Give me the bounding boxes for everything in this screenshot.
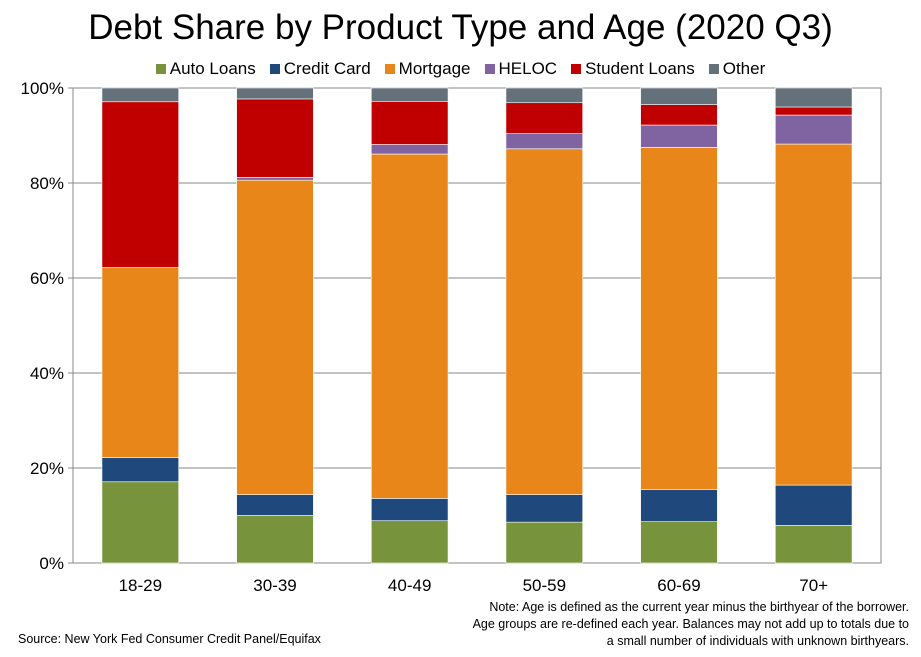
bar-segment-credit-card — [236, 494, 314, 516]
bar-segment-mortgage — [640, 147, 718, 490]
bar-segment-auto-loans — [774, 525, 853, 564]
legend-label: Auto Loans — [169, 59, 256, 78]
x-tick-label: 30-39 — [253, 576, 296, 595]
footnote: Note: Age is defined as the current year… — [472, 600, 909, 648]
bar-segment-mortgage — [505, 148, 584, 495]
y-tick-label: 40% — [30, 364, 64, 383]
stacked-bar-chart: 0% 20% 40% 60% 80% 100% 18-29 30-39 40-49 50-59 60… — [21, 79, 882, 595]
bar-segment-credit-card — [505, 494, 584, 523]
legend-item: Mortgage — [384, 59, 471, 79]
bar-segment-heloc — [370, 144, 449, 155]
bar-segment-auto-loans — [505, 521, 584, 564]
legend-label: Credit Card — [283, 59, 371, 78]
bar-segment-heloc — [505, 133, 584, 150]
legend-item: HELOC — [484, 59, 558, 79]
legend-item: Auto Loans — [155, 59, 256, 79]
bar-segment-mortgage — [774, 143, 853, 486]
x-tick-label: 60-69 — [657, 576, 700, 595]
bar-segment-other — [640, 87, 718, 105]
legend-swatch — [384, 64, 395, 74]
bar-segment-student-loans — [640, 104, 718, 126]
bar-segment-other — [236, 87, 314, 100]
legend-label: HELOC — [498, 59, 558, 78]
bar-segment-student-loans — [505, 102, 584, 134]
bar-segment-credit-card — [370, 498, 449, 522]
chart-title: Debt Share by Product Type and Age (2020… — [88, 8, 833, 47]
legend-label: Student Loans — [585, 59, 695, 78]
bar-segment-auto-loans — [101, 481, 180, 564]
bar-segment-auto-loans — [370, 520, 449, 564]
bar-segment-auto-loans — [640, 521, 718, 564]
bar-segment-student-loans — [370, 101, 449, 145]
bar-segment-other — [774, 87, 853, 108]
x-tick-label: 40-49 — [388, 576, 431, 595]
x-tick-label: 50-59 — [523, 576, 566, 595]
legend-label: Other — [722, 59, 766, 78]
bar-segment-other — [370, 87, 449, 102]
legend-swatch — [708, 64, 719, 74]
x-tick-label: 18-29 — [119, 576, 162, 595]
legend-item: Student Loans — [571, 59, 695, 79]
bar-segment-other — [505, 87, 584, 104]
bar-segment-mortgage — [101, 267, 180, 458]
bar-segment-heloc — [640, 124, 718, 148]
bar-segment-credit-card — [101, 457, 180, 483]
plot-area — [72, 87, 882, 564]
bar-segment-other — [101, 87, 180, 103]
y-tick-label: 60% — [30, 269, 64, 288]
bar-segment-mortgage — [370, 153, 449, 499]
legend-item: Credit Card — [269, 59, 371, 79]
bar-segment-credit-card — [640, 489, 718, 522]
bar-segment-heloc — [774, 114, 853, 145]
bar-segment-heloc — [236, 177, 314, 181]
bar-segment-student-loans — [101, 101, 180, 268]
bar-segment-auto-loans — [236, 515, 314, 564]
legend-swatch — [571, 64, 582, 74]
bar-segment-credit-card — [774, 484, 853, 526]
legend-label: Mortgage — [398, 59, 471, 78]
bar-segment-student-loans — [236, 98, 314, 178]
y-tick-label: 100% — [21, 79, 64, 98]
x-tick-label: 70+ — [799, 576, 828, 595]
bar-segment-student-loans — [774, 106, 853, 116]
source-text: Source: New York Fed Consumer Credit Pan… — [18, 632, 321, 646]
legend-swatch — [269, 64, 280, 74]
chart-legend: Auto Loans Credit Card Mortgage HELOC Studen… — [0, 59, 921, 79]
y-tick-label: 0% — [39, 554, 64, 573]
y-tick-label: 20% — [30, 459, 64, 478]
bar-segment-mortgage — [236, 179, 314, 495]
y-tick-label: 80% — [30, 174, 64, 193]
legend-swatch — [155, 64, 166, 74]
legend-swatch — [484, 64, 495, 74]
legend-item: Other — [708, 59, 766, 79]
